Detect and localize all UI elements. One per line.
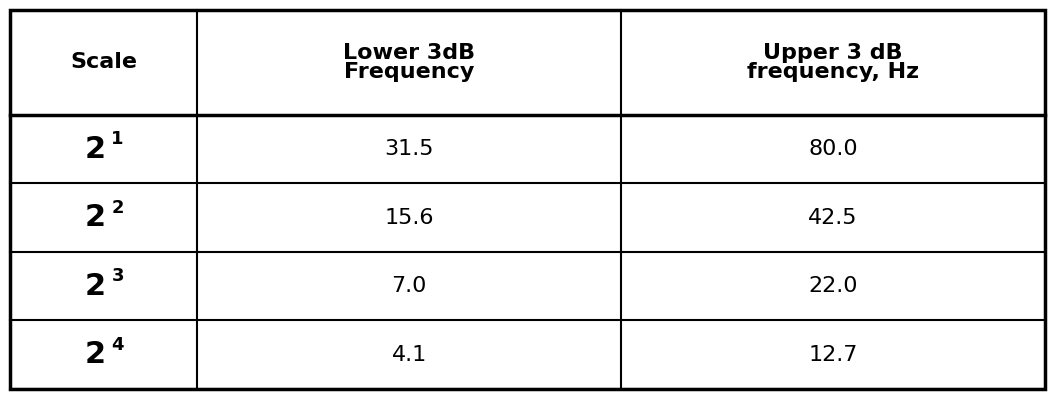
- Text: 1: 1: [112, 130, 123, 148]
- Text: 15.6: 15.6: [384, 207, 434, 227]
- Text: 31.5: 31.5: [384, 139, 434, 159]
- Text: Upper 3 dB: Upper 3 dB: [763, 43, 903, 63]
- Text: 2: 2: [85, 134, 107, 164]
- Text: 3: 3: [112, 267, 123, 285]
- Text: Frequency: Frequency: [344, 62, 475, 82]
- Text: 80.0: 80.0: [808, 139, 858, 159]
- Text: 2: 2: [85, 272, 107, 301]
- Text: 42.5: 42.5: [808, 207, 858, 227]
- Text: 7.0: 7.0: [391, 276, 427, 296]
- Text: 12.7: 12.7: [808, 345, 858, 365]
- Text: 4: 4: [112, 336, 123, 354]
- Text: 2: 2: [85, 340, 107, 369]
- Text: 4.1: 4.1: [391, 345, 427, 365]
- Text: frequency, Hz: frequency, Hz: [747, 62, 919, 82]
- Text: 2: 2: [112, 199, 123, 217]
- Text: Lower 3dB: Lower 3dB: [343, 43, 475, 63]
- Text: 22.0: 22.0: [808, 276, 858, 296]
- Text: 2: 2: [85, 203, 107, 232]
- Text: Scale: Scale: [70, 52, 137, 72]
